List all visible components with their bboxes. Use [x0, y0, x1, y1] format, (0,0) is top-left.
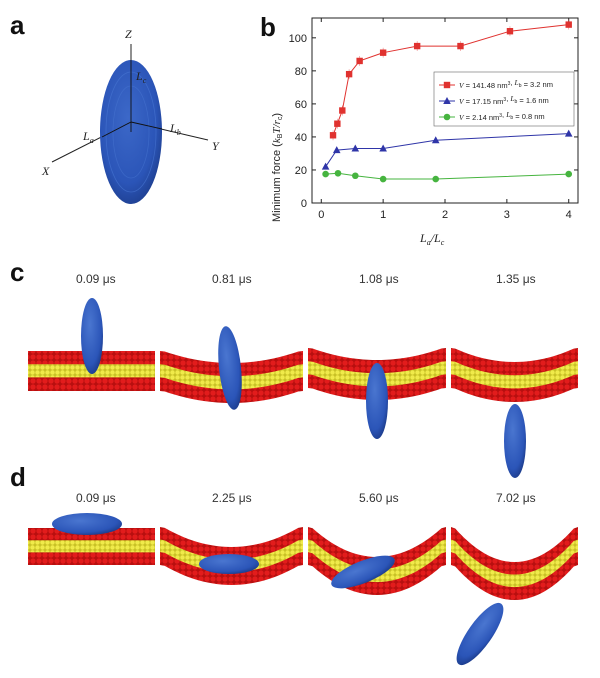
row-d-time-3: 5.60 μs — [359, 491, 399, 505]
y-tick-label: 80 — [295, 66, 307, 78]
row-c-time-3: 1.08 μs — [359, 272, 399, 286]
panel-letter-c: c — [10, 257, 25, 287]
data-point-series-1 — [334, 120, 341, 127]
row-c-time-4: 1.35 μs — [496, 272, 536, 286]
legend-box — [433, 71, 575, 127]
data-point-series-3 — [379, 175, 387, 183]
lb-label: Lb — [169, 121, 181, 137]
row-c-particle-1 — [81, 298, 103, 374]
data-point-series-1 — [506, 28, 514, 35]
x-axis-inner — [101, 121, 132, 138]
legend-entry-3: V = 2.14 nm3, Lb = 0.8 nm — [459, 110, 545, 122]
row-d-particle-3 — [331, 555, 395, 589]
data-point-series-2 — [332, 146, 341, 154]
chart-x-axis-title: La/Lc — [419, 231, 445, 247]
lc-label: Lc — [135, 69, 147, 85]
chart-y-axis-title: Minimum force (kBT/rc) — [271, 113, 284, 222]
data-point-series-1 — [379, 49, 387, 56]
data-point-series-3 — [322, 170, 329, 178]
x-tick-label: 0 — [318, 209, 324, 221]
legend-entry-2: V = 17.15 nm3, Lb = 1.6 nm — [459, 94, 549, 106]
data-point-series-1 — [345, 70, 353, 78]
data-point-series-2 — [351, 144, 360, 152]
panel-letter-d: d — [10, 462, 26, 492]
row-c-particle-2 — [218, 326, 242, 410]
data-point-series-1 — [413, 42, 421, 50]
series-line-1 — [332, 24, 569, 136]
row-d-membrane-core-2 — [160, 539, 303, 573]
data-point-series-2 — [321, 162, 330, 170]
y-tick-label: 0 — [301, 198, 307, 210]
row-c-particle-4 — [504, 404, 526, 478]
row-d-particle-2 — [199, 554, 259, 574]
data-point-series-1 — [329, 132, 337, 139]
x-tick-label: 3 — [504, 209, 510, 221]
row-d-time-4: 7.02 μs — [496, 491, 536, 505]
row-d-particle-1 — [52, 513, 122, 535]
data-point-series-1 — [339, 107, 346, 114]
legend-marker-3 — [443, 113, 451, 121]
data-point-series-2 — [431, 136, 440, 144]
data-point-series-3 — [432, 175, 440, 183]
row-d-time-1: 0.09 μs — [76, 491, 116, 505]
y-axis-inner — [130, 121, 163, 130]
x-tick-label: 2 — [442, 209, 448, 221]
y-axis-label: Y — [212, 139, 220, 153]
row-d-membrane-core-4 — [451, 539, 578, 588]
data-point-series-3 — [565, 170, 573, 178]
data-point-series-1 — [457, 42, 464, 50]
x-tick-label: 1 — [380, 209, 386, 221]
legend-entry-1: V = 141.48 nm3, Lb = 3.2 nm — [459, 78, 553, 90]
ellipsoid-schematic: Z Y X Lc La Lb — [41, 27, 220, 204]
data-point-series-1 — [356, 57, 363, 65]
row-d-membrane-core-1 — [28, 540, 155, 553]
la-label: La — [82, 129, 94, 145]
data-point-series-2 — [564, 129, 573, 137]
row-c-time-1: 0.09 μs — [76, 272, 116, 286]
row-c-time-2: 0.81 μs — [212, 272, 252, 286]
x-axis-label: X — [41, 164, 50, 178]
data-point-series-2 — [379, 144, 387, 152]
row-d-particle-4 — [456, 602, 504, 666]
y-tick-label: 100 — [289, 33, 307, 45]
row-c-membrane-4 — [451, 348, 578, 402]
data-point-series-1 — [565, 21, 572, 28]
data-point-series-3 — [334, 169, 342, 177]
legend-marker-1 — [443, 81, 451, 89]
y-tick-label: 20 — [295, 165, 307, 177]
row-c-particle-3 — [366, 363, 388, 439]
z-axis-label: Z — [125, 27, 132, 41]
panel-letter-a: a — [10, 10, 25, 40]
y-tick-label: 60 — [295, 99, 307, 111]
y-tick-label: 40 — [295, 132, 307, 144]
row-d-time-2: 2.25 μs — [212, 491, 252, 505]
minimum-force-chart: Minimum force (kBT/rc) La/Lc 0 1 2 3 4020406… — [271, 17, 579, 247]
panel-letter-b: b — [260, 12, 276, 42]
row-c-membrane-core-4 — [451, 361, 578, 389]
legend-marker-2 — [443, 97, 451, 104]
data-point-series-3 — [352, 172, 359, 180]
row-d-membrane-4 — [451, 527, 578, 600]
x-tick-label: 4 — [566, 209, 572, 221]
